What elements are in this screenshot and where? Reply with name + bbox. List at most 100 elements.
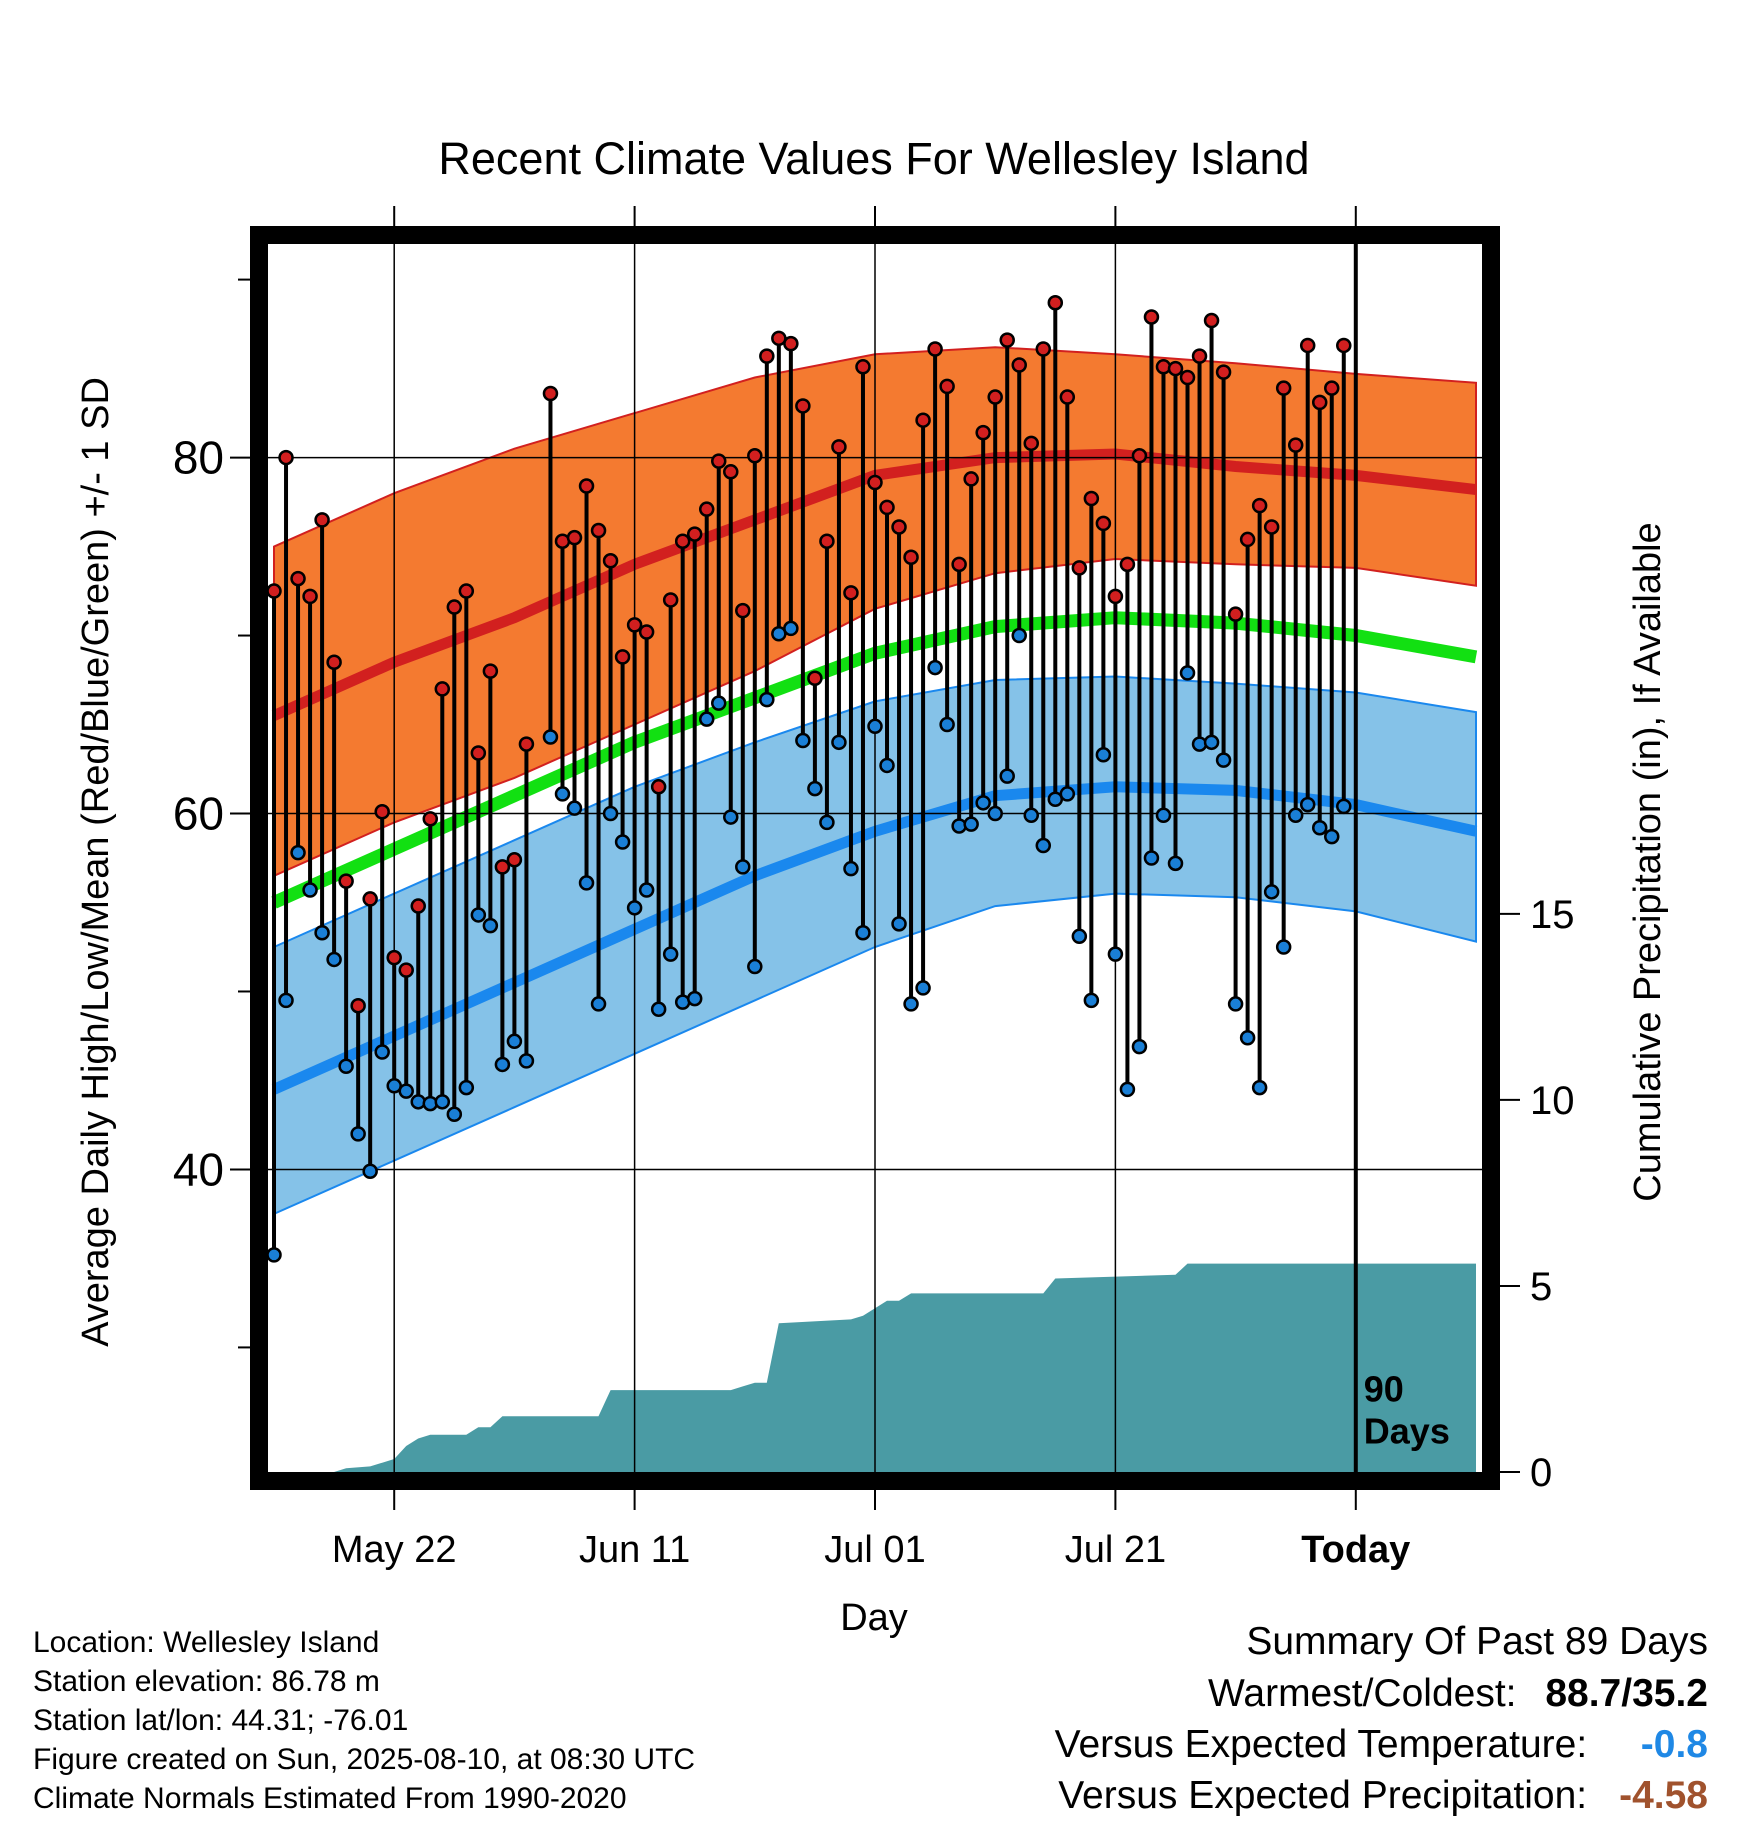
summary-precip-row: Versus Expected Precipitation: -4.58 bbox=[1058, 1774, 1708, 1818]
daily-high-point bbox=[939, 378, 955, 395]
daily-high-point bbox=[1047, 294, 1064, 311]
daily-high-point bbox=[963, 471, 979, 487]
daily-high-point bbox=[1263, 519, 1280, 535]
daily-high-point bbox=[602, 553, 619, 569]
daily-high-point bbox=[686, 526, 703, 542]
daily-low-point bbox=[783, 620, 799, 637]
daily-low-point bbox=[350, 1126, 366, 1142]
daily-high-point bbox=[1071, 560, 1088, 576]
daily-low-point bbox=[1251, 1079, 1268, 1096]
precip-label: Versus Expected Precipitation: bbox=[1058, 1774, 1588, 1817]
daily-high-point bbox=[903, 549, 919, 565]
daily-low-point bbox=[1203, 734, 1220, 751]
daily-high-point bbox=[268, 583, 282, 599]
daily-low-point bbox=[759, 691, 775, 708]
daily-high-point bbox=[374, 803, 390, 820]
daily-low-point bbox=[650, 1001, 667, 1018]
daily-high-point bbox=[975, 424, 991, 441]
daily-high-point bbox=[398, 962, 414, 978]
x-tick-label: Jul 21 bbox=[1065, 1529, 1166, 1571]
daily-low-point bbox=[1119, 1081, 1136, 1098]
daily-high-point bbox=[855, 359, 871, 375]
daily-high-point bbox=[987, 389, 1003, 405]
daily-high-point bbox=[698, 501, 715, 517]
daily-high-point bbox=[362, 891, 378, 907]
daily-low-point bbox=[903, 996, 919, 1012]
chart-title: Recent Climate Values For Wellesley Isla… bbox=[438, 133, 1309, 184]
daily-low-point bbox=[554, 786, 571, 802]
created-text: Figure created on Sun, 2025-08-10, at 08… bbox=[33, 1743, 696, 1776]
daily-high-point bbox=[1239, 531, 1256, 548]
daily-high-point bbox=[434, 681, 451, 697]
daily-low-point bbox=[278, 992, 294, 1009]
daily-high-point bbox=[614, 649, 631, 665]
daily-low-point bbox=[831, 734, 847, 751]
daily-high-point bbox=[1287, 437, 1304, 453]
daily-low-point bbox=[446, 1106, 463, 1123]
daily-low-point bbox=[326, 951, 342, 968]
daily-high-point bbox=[578, 478, 595, 494]
daily-high-point bbox=[506, 852, 523, 868]
daily-low-point bbox=[578, 875, 595, 891]
daily-high-point bbox=[723, 464, 739, 480]
y2-tick-label: 5 bbox=[1530, 1265, 1552, 1309]
daily-low-point bbox=[268, 1247, 282, 1263]
daily-low-point bbox=[314, 924, 330, 941]
daily-low-point bbox=[566, 800, 583, 816]
window-label-line: Days bbox=[1364, 1410, 1450, 1451]
daily-low-point bbox=[338, 1058, 354, 1074]
daily-low-point bbox=[855, 924, 871, 941]
daily-low-point bbox=[1275, 939, 1292, 955]
y2-axis-label: Cumulative Precipitation (in), If Availa… bbox=[1627, 522, 1669, 1201]
daily-high-point bbox=[1023, 435, 1040, 452]
daily-low-point bbox=[939, 716, 955, 733]
daily-low-point bbox=[1311, 819, 1328, 836]
daily-low-point bbox=[1035, 837, 1052, 854]
daily-low-point bbox=[1083, 992, 1100, 1009]
y-tick-label: 80 bbox=[173, 432, 224, 484]
daily-low-point bbox=[362, 1163, 378, 1179]
y-tick-label: 60 bbox=[173, 788, 224, 840]
daily-low-point bbox=[374, 1044, 390, 1060]
daily-high-point bbox=[1203, 312, 1220, 329]
daily-high-point bbox=[1131, 448, 1148, 464]
daily-low-point bbox=[398, 1083, 414, 1099]
daily-low-point bbox=[1215, 752, 1232, 768]
daily-high-point bbox=[650, 779, 667, 795]
daily-low-point bbox=[1263, 884, 1280, 900]
daily-high-point bbox=[867, 474, 883, 491]
daily-high-point bbox=[951, 556, 967, 573]
daily-high-point bbox=[314, 512, 330, 528]
daily-low-point bbox=[819, 814, 835, 831]
daily-low-point bbox=[1059, 786, 1076, 802]
daily-high-point bbox=[759, 348, 775, 364]
daily-low-point bbox=[1287, 807, 1304, 824]
daily-high-point bbox=[1119, 556, 1136, 573]
daily-low-point bbox=[506, 1033, 523, 1050]
y2-tick-label: 10 bbox=[1530, 1079, 1575, 1123]
x-tick-label: Jul 01 bbox=[824, 1529, 925, 1571]
plot-content: 90 Days bbox=[268, 244, 1482, 1472]
y-tick-label: 40 bbox=[173, 1143, 224, 1195]
daily-low-point bbox=[614, 834, 631, 850]
daily-low-point bbox=[1324, 828, 1340, 845]
daily-high-point bbox=[1215, 364, 1232, 380]
y-axis-label: Average Daily High/Low/Mean (Red/Blue/Gr… bbox=[75, 377, 117, 1347]
daily-high-point bbox=[891, 519, 907, 535]
daily-low-point bbox=[999, 768, 1015, 784]
daily-low-point bbox=[879, 757, 895, 774]
daily-low-point bbox=[723, 809, 739, 825]
daily-high-point bbox=[1083, 490, 1100, 507]
summary-title: Summary Of Past 89 Days bbox=[1246, 1620, 1708, 1663]
daily-high-point bbox=[999, 332, 1015, 348]
daily-high-point bbox=[662, 592, 679, 608]
warmest-label: Warmest/Coldest: bbox=[1208, 1672, 1517, 1715]
daily-high-point bbox=[1143, 309, 1160, 325]
elevation-text: Station elevation: 86.78 m bbox=[33, 1665, 380, 1698]
daily-high-point bbox=[290, 570, 306, 587]
latlon-text: Station lat/lon: 44.31; -76.01 bbox=[33, 1704, 409, 1737]
daily-low-point bbox=[686, 990, 703, 1007]
daily-high-point bbox=[338, 873, 354, 889]
normals-text: Climate Normals Estimated From 1990-2020 bbox=[33, 1782, 627, 1815]
